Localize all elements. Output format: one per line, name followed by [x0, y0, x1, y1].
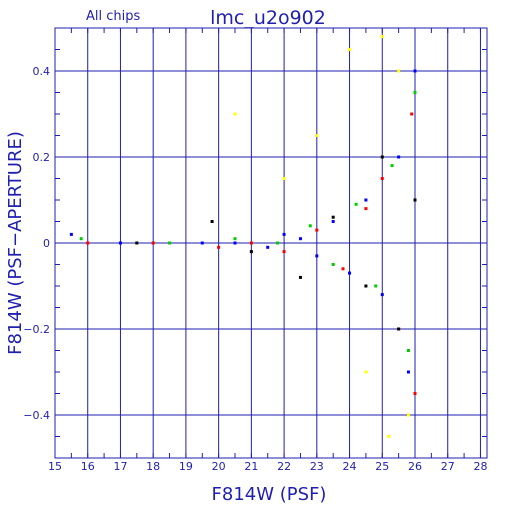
- data-point: [69, 232, 73, 236]
- data-point: [380, 177, 384, 180]
- x-tick-labels: 15 16 17 18 19 20 21 22 23 24 25 26 27 28: [48, 460, 487, 473]
- data-point: [233, 237, 237, 241]
- data-point: [249, 250, 253, 254]
- data-point: [200, 241, 204, 245]
- plot-area: [54, 27, 488, 459]
- data-point: [380, 293, 384, 297]
- axis-ticks: [54, 27, 487, 459]
- x-tick-label: 22: [277, 460, 291, 473]
- x-tick-label: 25: [375, 460, 389, 473]
- data-point: [331, 220, 335, 223]
- data-point: [79, 237, 83, 241]
- data-point: [348, 48, 352, 51]
- data-point: [315, 228, 319, 232]
- x-tick-label: 16: [81, 460, 95, 473]
- x-axis-label: F814W (PSF): [212, 484, 327, 505]
- data-point: [364, 284, 368, 288]
- data-point: [410, 112, 414, 116]
- data-point: [331, 263, 335, 266]
- data-point: [413, 198, 417, 202]
- data-point: [298, 237, 302, 241]
- data-point: [364, 370, 368, 374]
- data-point: [397, 327, 401, 331]
- data-point: [397, 69, 401, 73]
- data-point: [406, 349, 410, 352]
- data-point: [282, 232, 286, 236]
- data-point: [380, 155, 384, 159]
- y-tick-label: −0.2: [23, 323, 50, 336]
- data-point: [249, 241, 253, 245]
- data-point: [387, 435, 391, 438]
- data-point: [282, 250, 286, 254]
- data-point: [266, 245, 270, 249]
- data-point: [151, 241, 155, 245]
- data-point: [348, 271, 352, 275]
- data-point: [390, 164, 394, 168]
- x-tick-label: 20: [212, 460, 226, 473]
- x-tick-label: 27: [441, 460, 455, 473]
- y-tick-labels: 0.4 0.2 0 −0.2 −0.4: [23, 65, 50, 422]
- data-point: [276, 241, 280, 245]
- data-point: [135, 241, 139, 245]
- data-point: [331, 215, 335, 219]
- chips-label: All chips: [86, 9, 140, 24]
- y-tick-label: 0: [43, 237, 50, 250]
- data-point: [168, 241, 172, 245]
- y-axis-label: F814W (PSF−APERTURE): [5, 131, 26, 355]
- y-tick-label: −0.4: [23, 409, 50, 422]
- data-point: [210, 220, 214, 223]
- data-point: [315, 134, 319, 137]
- data-point: [282, 177, 286, 180]
- data-point: [217, 245, 221, 249]
- data-point: [413, 69, 417, 73]
- data-point: [380, 35, 384, 39]
- data-point: [298, 275, 302, 279]
- data-point: [86, 241, 90, 245]
- data-point: [364, 207, 368, 211]
- x-tick-label: 17: [113, 460, 127, 473]
- data-point: [233, 112, 237, 116]
- x-tick-label: 24: [343, 460, 357, 473]
- chart-title: lmc_u2o902: [210, 7, 326, 29]
- x-tick-label: 21: [244, 460, 258, 473]
- grid: [55, 28, 487, 458]
- x-tick-label: 28: [473, 460, 487, 473]
- data-point: [308, 224, 312, 228]
- data-point: [413, 91, 417, 94]
- data-point: [341, 267, 345, 271]
- x-tick-label: 19: [179, 460, 193, 473]
- data-point: [406, 370, 410, 374]
- x-tick-label: 23: [310, 460, 324, 473]
- data-point: [406, 413, 410, 417]
- data-point: [397, 155, 401, 159]
- y-tick-label: 0.4: [33, 65, 51, 78]
- data-point: [354, 202, 358, 206]
- data-point: [118, 241, 122, 245]
- data-point: [413, 392, 417, 395]
- data-point: [374, 284, 378, 288]
- data-point: [233, 241, 237, 245]
- y-tick-label: 0.2: [33, 151, 51, 164]
- x-tick-label: 15: [48, 460, 62, 473]
- x-tick-label: 26: [408, 460, 422, 473]
- data-point: [315, 254, 319, 258]
- data-points: [69, 35, 417, 438]
- x-tick-label: 18: [146, 460, 160, 473]
- data-point: [364, 198, 368, 202]
